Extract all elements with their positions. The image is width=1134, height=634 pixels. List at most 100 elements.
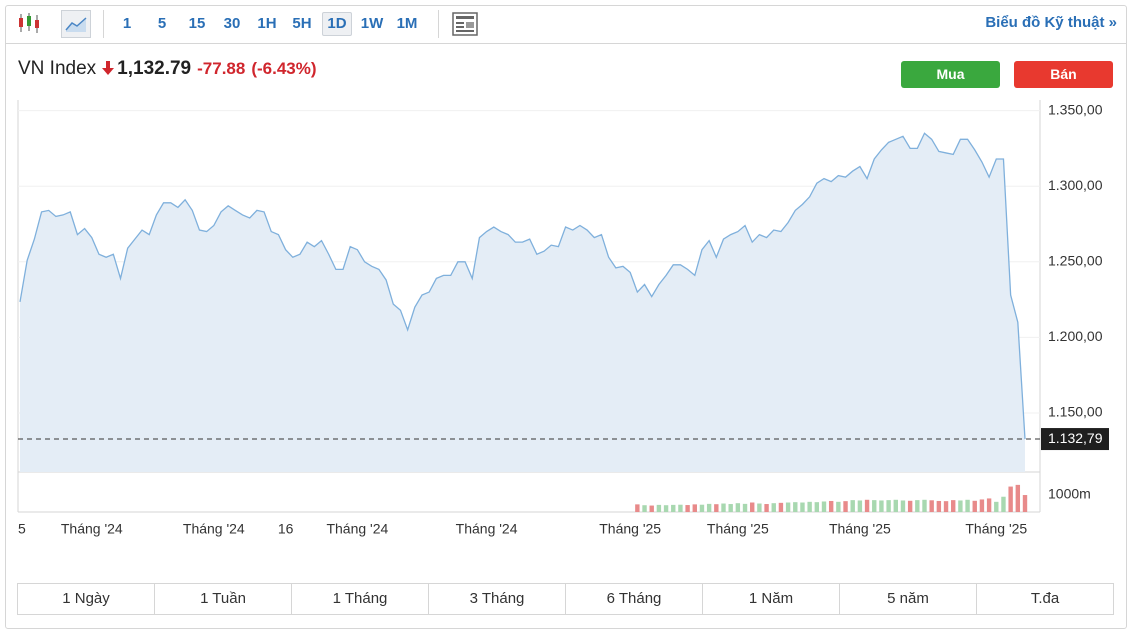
interval-button[interactable]: 30 bbox=[223, 15, 241, 32]
volume-bar bbox=[900, 500, 906, 512]
range-button[interactable]: 1 Ngày bbox=[62, 590, 110, 607]
volume-bar bbox=[951, 500, 956, 512]
volume-bar bbox=[843, 501, 848, 512]
volume-bar bbox=[1008, 486, 1013, 512]
volume-bar bbox=[864, 499, 870, 512]
volume-bar bbox=[943, 501, 949, 512]
interval-button[interactable]: 15 bbox=[188, 15, 206, 32]
volume-bar bbox=[872, 500, 877, 512]
volume-bar bbox=[649, 505, 654, 512]
x-tick-label: Tháng '24 bbox=[326, 521, 388, 537]
volume-bar bbox=[857, 500, 863, 512]
x-tick-label: Tháng '24 bbox=[183, 521, 245, 537]
y-tick-label: 1.200,00 bbox=[1048, 328, 1103, 344]
volume-bar bbox=[728, 504, 733, 512]
volume-bar bbox=[821, 501, 827, 512]
volume-bar bbox=[778, 502, 784, 512]
sell-button[interactable]: Bán bbox=[1014, 61, 1113, 88]
buy-button[interactable]: Mua bbox=[901, 61, 1000, 88]
x-tick-label: Tháng '24 bbox=[456, 521, 518, 537]
x-tick-label: 5 bbox=[18, 521, 26, 537]
volume-bar bbox=[965, 499, 970, 512]
interval-button[interactable]: 1M bbox=[396, 15, 418, 32]
candles-icon[interactable] bbox=[17, 12, 41, 34]
volume-bar bbox=[642, 505, 647, 512]
news-icon[interactable] bbox=[452, 12, 478, 36]
volume-bar bbox=[692, 504, 697, 512]
price-change: -77.88 bbox=[197, 59, 246, 78]
y-tick-label: 1.150,00 bbox=[1048, 404, 1103, 420]
volume-bar bbox=[850, 500, 855, 512]
range-button[interactable]: 1 Tháng bbox=[291, 584, 428, 614]
range-selector: 1 Ngày 1 Tuần 1 Tháng 3 Tháng 6 Tháng 1 Năm 5 … bbox=[17, 583, 1114, 615]
interval-button[interactable]: 1D bbox=[322, 12, 352, 36]
volume-bar bbox=[706, 503, 712, 512]
area-icon[interactable] bbox=[61, 10, 91, 38]
range-button[interactable]: 3 Tháng bbox=[428, 584, 565, 614]
volume-bar bbox=[800, 502, 805, 512]
interval-button[interactable]: 1H bbox=[257, 15, 277, 32]
volume-bar bbox=[678, 504, 683, 512]
interval-button[interactable]: 1W bbox=[360, 15, 384, 32]
volume-bar bbox=[1015, 484, 1021, 512]
range-button[interactable]: 5 năm bbox=[839, 584, 976, 614]
volume-bar bbox=[1022, 495, 1028, 512]
interval-button[interactable]: 1 bbox=[122, 15, 132, 32]
volume-bar bbox=[958, 500, 963, 512]
x-tick-label: Tháng '25 bbox=[965, 521, 1027, 537]
volume-bar bbox=[793, 502, 798, 512]
x-tick-label: Tháng '25 bbox=[599, 521, 661, 537]
quote-header: VN Index 1,132.79 -77.88 (-6.43%) bbox=[18, 58, 317, 80]
range-button[interactable]: T.đa bbox=[976, 584, 1113, 614]
volume-bar bbox=[735, 503, 741, 512]
x-tick-label: Tháng '25 bbox=[829, 521, 891, 537]
volume-bar bbox=[986, 498, 992, 512]
volume-bar bbox=[979, 499, 985, 512]
volume-bar bbox=[757, 503, 762, 512]
interval-button[interactable]: 5 bbox=[157, 15, 167, 32]
range-button[interactable]: 1 Năm bbox=[702, 584, 839, 614]
volume-bar bbox=[656, 504, 662, 512]
volume-bar bbox=[663, 505, 669, 512]
volume-bar bbox=[893, 499, 898, 512]
price-area bbox=[20, 133, 1025, 472]
instrument-name: VN Index bbox=[18, 58, 97, 79]
volume-bar bbox=[635, 504, 640, 512]
volume-bar bbox=[879, 500, 884, 512]
volume-bar bbox=[922, 499, 927, 512]
y-tick-label: 1.350,00 bbox=[1048, 101, 1103, 117]
volume-bar bbox=[771, 503, 776, 512]
volume-bar bbox=[671, 504, 676, 512]
technical-chart-link[interactable]: Biểu đồ Kỹ thuật » bbox=[985, 14, 1117, 31]
volume-bar bbox=[714, 504, 719, 512]
volume-bar bbox=[764, 504, 769, 512]
volume-bar bbox=[936, 500, 942, 512]
y-tick-label: 1.250,00 bbox=[1048, 253, 1103, 269]
volume-bar bbox=[807, 501, 812, 512]
range-button[interactable]: 1 Tuần bbox=[154, 584, 291, 614]
volume-bar bbox=[907, 500, 913, 512]
last-price-box bbox=[1041, 428, 1109, 451]
volume-bar bbox=[994, 501, 999, 512]
volume-bar bbox=[721, 503, 726, 512]
down-arrow bbox=[102, 61, 115, 75]
percent-change: (-6.43%) bbox=[251, 59, 317, 78]
volume-bar bbox=[886, 500, 891, 512]
volume-bar bbox=[828, 500, 834, 512]
volume-bar bbox=[742, 503, 748, 512]
volume-bar bbox=[785, 502, 791, 512]
volume-bar bbox=[929, 500, 934, 512]
volume-bar bbox=[836, 501, 841, 512]
last-price-label: 1.132,79 bbox=[1048, 430, 1103, 446]
x-tick-label: Tháng '25 bbox=[707, 521, 769, 537]
separator bbox=[103, 10, 104, 38]
price-line bbox=[19, 132, 1026, 440]
x-tick-label: 16 bbox=[278, 521, 294, 537]
widget-frame bbox=[5, 5, 1127, 629]
range-button[interactable]: 6 Tháng bbox=[565, 584, 702, 614]
toolbar: 1 5 15 30 1H 5H 1D 1W 1M Biểu đồ Kỹ thuật » bbox=[0, 0, 1134, 44]
x-tick-label: Tháng '24 bbox=[61, 521, 123, 537]
interval-button[interactable]: 5H bbox=[292, 15, 312, 32]
